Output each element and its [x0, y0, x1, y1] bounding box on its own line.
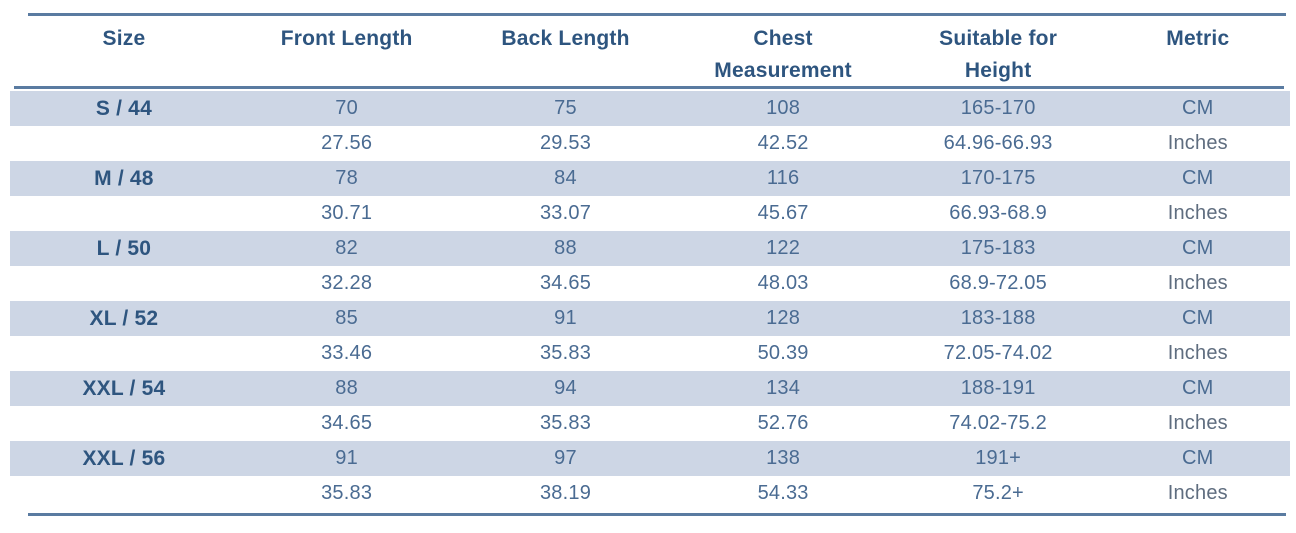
cell-back-length: 94: [554, 377, 577, 399]
cell-metric: CM: [1182, 377, 1214, 399]
cell-metric: Inches: [1167, 412, 1228, 434]
cell-metric: CM: [1182, 167, 1214, 189]
cell-back-length: 75: [554, 97, 577, 119]
cell-suitable-for-height: 183-188: [960, 307, 1036, 329]
header-cell-size: Size: [102, 27, 146, 50]
table-row: L / 50 82 88 122 175-183 CM: [10, 231, 1290, 266]
table-row: 33.46 35.83 50.39 72.05-74.02 Inches: [10, 336, 1290, 371]
table-row: 32.28 34.65 48.03 68.9-72.05 Inches: [10, 266, 1290, 301]
cell-front-length: 32.28: [321, 272, 373, 294]
cell-back-length: 84: [554, 167, 577, 189]
cell-suitable-for-height: 64.96-66.93: [943, 132, 1053, 154]
cell-metric: CM: [1182, 237, 1214, 259]
cell-front-length: 91: [335, 447, 358, 469]
cell-front-length: 30.71: [321, 202, 373, 224]
header-cell-chest-measurement: Chest Measurement: [714, 27, 852, 82]
cell-suitable-for-height: 75.2+: [972, 482, 1024, 504]
bottom-rule: [28, 513, 1286, 516]
cell-front-length: 33.46: [321, 342, 373, 364]
cell-suitable-for-height: 188-191: [960, 377, 1036, 399]
table-row: M / 48 78 84 116 170-175 CM: [10, 161, 1290, 196]
cell-size: XL / 52: [89, 306, 159, 330]
cell-metric: Inches: [1167, 272, 1228, 294]
cell-metric: CM: [1182, 307, 1214, 329]
cell-chest-measurement: 128: [766, 307, 801, 329]
cell-metric: Inches: [1167, 132, 1228, 154]
cell-back-length: 38.19: [539, 482, 592, 504]
cell-chest-measurement: 52.76: [757, 412, 809, 434]
cell-suitable-for-height: 68.9-72.05: [949, 272, 1047, 294]
cell-size: L / 50: [96, 236, 152, 260]
cell-front-length: 35.83: [321, 482, 373, 504]
table-row: 34.65 35.83 52.76 74.02-75.2 Inches: [10, 406, 1290, 441]
cell-suitable-for-height: 72.05-74.02: [943, 342, 1053, 364]
cell-back-length: 29.53: [539, 132, 592, 154]
cell-back-length: 91: [554, 307, 577, 329]
table-body: S / 44 70 75 108 165-170 CM 27.56 29.53 …: [10, 91, 1290, 511]
cell-suitable-for-height: 170-175: [960, 167, 1036, 189]
cell-metric: CM: [1182, 97, 1214, 119]
table-row: 35.83 38.19 54.33 75.2+ Inches: [10, 476, 1290, 511]
cell-front-length: 82: [335, 237, 358, 259]
cell-metric: Inches: [1167, 202, 1228, 224]
cell-front-length: 78: [335, 167, 358, 189]
cell-back-length: 88: [554, 237, 577, 259]
cell-chest-measurement: 48.03: [757, 272, 809, 294]
header-cell-metric: Metric: [1166, 27, 1230, 50]
top-rule: [28, 13, 1286, 16]
table-row: XXL / 54 88 94 134 188-191 CM: [10, 371, 1290, 406]
cell-chest-measurement: 45.67: [757, 202, 809, 224]
cell-metric: CM: [1182, 447, 1214, 469]
cell-front-length: 34.65: [321, 412, 373, 434]
cell-chest-measurement: 134: [766, 377, 801, 399]
cell-metric: Inches: [1167, 482, 1228, 504]
header-cell-suitable-for-height: Suitable for Height: [939, 27, 1058, 82]
cell-suitable-for-height: 175-183: [960, 237, 1036, 259]
cell-front-length: 85: [335, 307, 358, 329]
cell-suitable-for-height: 165-170: [960, 97, 1036, 119]
cell-chest-measurement: 116: [766, 167, 800, 189]
cell-front-length: 88: [335, 377, 358, 399]
cell-front-length: 70: [335, 97, 358, 119]
header-cell-back-length: Back Length: [501, 27, 630, 50]
cell-chest-measurement: 138: [766, 447, 801, 469]
cell-back-length: 33.07: [539, 202, 592, 224]
cell-chest-measurement: 122: [766, 237, 801, 259]
table-row: XL / 52 85 91 128 183-188 CM: [10, 301, 1290, 336]
cell-suitable-for-height: 191+: [975, 447, 1022, 469]
size-chart-table: Size Front Length Back Length Chest Meas…: [10, 13, 1290, 516]
table-row: 27.56 29.53 42.52 64.96-66.93 Inches: [10, 126, 1290, 161]
table-row: 30.71 33.07 45.67 66.93-68.9 Inches: [10, 196, 1290, 231]
cell-suitable-for-height: 74.02-75.2: [949, 412, 1047, 434]
cell-suitable-for-height: 66.93-68.9: [949, 202, 1047, 224]
cell-back-length: 35.83: [539, 342, 592, 364]
cell-chest-measurement: 54.33: [757, 482, 809, 504]
table-row: S / 44 70 75 108 165-170 CM: [10, 91, 1290, 126]
cell-size: XXL / 56: [82, 446, 166, 470]
cell-chest-measurement: 50.39: [757, 342, 809, 364]
cell-chest-measurement: 108: [766, 97, 801, 119]
table-row: XXL / 56 91 97 138 191+ CM: [10, 441, 1290, 476]
header-divider-rule: [14, 86, 1284, 89]
cell-back-length: 34.65: [539, 272, 592, 294]
header-cell-front-length: Front Length: [280, 27, 413, 50]
table-header-row: Size Front Length Back Length Chest Meas…: [10, 16, 1290, 86]
cell-back-length: 97: [554, 447, 577, 469]
cell-size: M / 48: [94, 166, 154, 190]
cell-chest-measurement: 42.52: [757, 132, 809, 154]
cell-metric: Inches: [1167, 342, 1228, 364]
cell-size: S / 44: [95, 96, 152, 120]
cell-front-length: 27.56: [321, 132, 373, 154]
cell-back-length: 35.83: [539, 412, 592, 434]
cell-size: XXL / 54: [82, 376, 166, 400]
